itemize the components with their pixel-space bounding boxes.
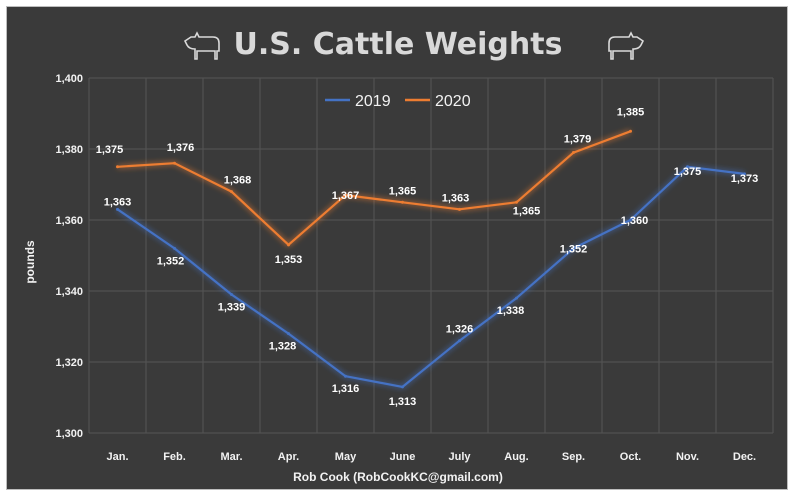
chart-title: U.S. Cattle Weights [234,27,563,62]
y-axis: 1,300 1,320 1,340 1,360 1,380 1,400 [55,73,83,440]
series-line-2020 [117,130,631,246]
data-point-2019 [572,246,575,250]
x-tick-label: July [448,451,471,463]
y-tick-label: 1,300 [55,428,83,440]
data-point-2020 [515,200,518,204]
x-tick-label: Aug. [504,451,528,463]
data-label-2019: 1,360 [621,215,649,227]
data-point-2019 [344,374,347,378]
data-label-2020: 1,365 [389,185,417,197]
x-tick-label: Nov. [676,451,699,463]
data-label-2019: 1,338 [497,305,525,317]
x-tick-label: Dec. [733,451,756,463]
x-tick-label: Feb. [163,451,186,463]
data-point-2020 [344,193,347,197]
x-tick-label: Oct. [620,451,641,463]
x-tick-label: Apr. [278,451,299,463]
grid-lines [88,77,774,434]
data-point-2019 [401,385,404,389]
data-point-2020 [173,161,176,165]
data-labels: 1,363 1,352 1,339 1,328 1,316 1,313 1,326 1,338… [96,106,759,408]
data-label-2019: 1,373 [731,173,759,185]
data-point-2019 [116,207,119,211]
data-label-2020: 1,365 [513,205,541,217]
data-point-2019 [629,218,632,222]
legend-label-2020: 2020 [435,93,471,110]
data-point-2020 [629,129,632,133]
data-point-2020 [458,207,461,211]
x-tick-label: Mar. [220,451,242,463]
legend: 2019 2020 [325,93,471,110]
data-label-2019: 1,328 [269,341,297,353]
data-point-2019 [173,246,176,250]
data-label-2020: 1,353 [275,254,303,266]
data-label-2019: 1,316 [332,383,360,395]
y-tick-label: 1,320 [55,357,83,369]
data-label-2020: 1,363 [442,192,470,204]
data-point-2020 [572,151,575,155]
legend-label-2019: 2019 [355,93,391,110]
x-axis: Jan. Feb. Mar. Apr. May June July Aug. Sep. Oct. N… [106,451,756,463]
data-point-2019 [515,296,518,300]
chart-frame: U.S. Cattle Weights 1,300 1,320 1,340 1,360… [6,6,788,490]
x-tick-label: June [390,451,416,463]
data-label-2020: 1,376 [167,142,195,154]
data-point-2019 [686,165,689,169]
y-tick-label: 1,400 [55,73,83,85]
data-label-2020: 1,367 [332,190,360,202]
data-label-2020: 1,375 [96,144,124,156]
cow-icon [183,31,220,60]
data-point-2020 [287,243,290,247]
data-label-2019: 1,375 [674,166,702,178]
data-point-2019 [458,339,461,343]
y-axis-title: pounds [23,240,37,284]
y-tick-label: 1,340 [55,286,83,298]
data-label-2019: 1,352 [560,243,588,255]
x-axis-title: Rob Cook (RobCookKC@gmail.com) [293,470,503,484]
data-point-2019 [230,293,233,297]
data-label-2019: 1,363 [104,196,132,208]
data-point-2020 [116,165,119,169]
cattle-weights-chart: U.S. Cattle Weights 1,300 1,320 1,340 1,360… [23,27,774,484]
data-label-2020: 1,368 [224,175,252,187]
data-label-2019: 1,352 [157,255,185,267]
x-tick-label: Jan. [106,451,128,463]
data-point-2019 [743,172,746,176]
series-line-2019 [116,165,745,388]
y-tick-label: 1,380 [55,144,83,156]
x-tick-label: May [335,451,357,463]
cow-icon [608,31,645,60]
data-point-2019 [287,332,290,336]
chart-title-group: U.S. Cattle Weights [183,27,645,62]
data-label-2019: 1,326 [446,324,474,336]
series-layer [116,129,746,389]
data-point-2020 [230,190,233,194]
data-label-2020: 1,379 [564,134,592,146]
data-label-2019: 1,313 [389,396,417,408]
data-label-2020: 1,385 [617,106,645,118]
data-label-2019: 1,339 [218,302,246,314]
x-tick-label: Sep. [562,451,585,463]
data-point-2020 [401,200,404,204]
y-tick-label: 1,360 [55,215,83,227]
